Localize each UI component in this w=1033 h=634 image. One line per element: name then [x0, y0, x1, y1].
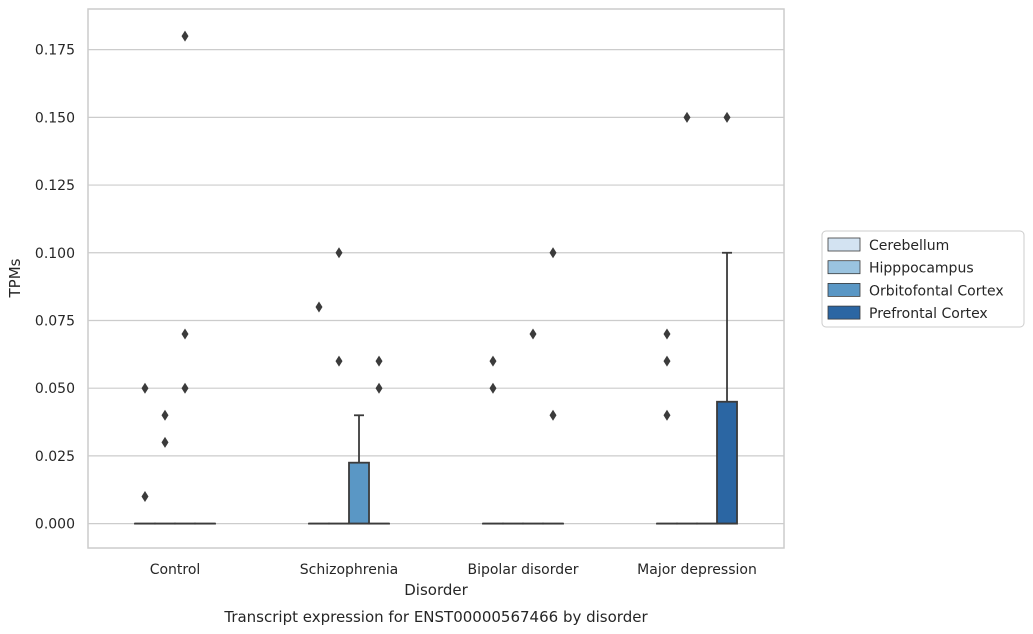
grid-lines	[88, 49, 784, 525]
outlier-point	[529, 328, 537, 340]
outlier-point	[181, 328, 189, 340]
legend-swatch	[827, 282, 861, 297]
box-hipppocampus	[676, 111, 698, 525]
box-cerebellum	[656, 328, 678, 525]
outlier-point	[489, 355, 497, 367]
x-axis-label: Disorder	[404, 581, 468, 599]
legend-swatch	[827, 237, 861, 252]
box-cerebellum	[308, 301, 330, 525]
box-hipppocampus	[328, 247, 350, 525]
outlier-point	[161, 436, 169, 448]
box-prefrontal-cortex	[716, 111, 738, 525]
y-tick-labels: 0.000 0.025 0.050 0.075 0.100 0.125 0.150 0.175	[35, 43, 75, 533]
y-tick-label: 0.025	[35, 449, 75, 465]
box-prefrontal-cortex	[368, 355, 390, 525]
outlier-point	[141, 382, 149, 394]
box-prefrontal-cortex	[542, 247, 564, 525]
outlier-point	[181, 30, 189, 42]
outlier-point	[315, 301, 323, 313]
y-tick-label: 0.050	[35, 381, 75, 397]
y-tick-label: 0.000	[35, 517, 75, 533]
x-tick-labels: Control Schizophrenia Bipolar disorder Majo…	[150, 562, 757, 578]
boxes	[134, 30, 738, 525]
outlier-point	[549, 409, 557, 421]
outlier-point	[683, 111, 691, 123]
box-hipppocampus	[154, 409, 176, 525]
legend-label: Prefrontal Cortex	[869, 306, 988, 322]
outlier-point	[663, 355, 671, 367]
y-tick-label: 0.075	[35, 313, 75, 329]
x-tick-label: Bipolar disorder	[467, 562, 578, 578]
outlier-point	[663, 409, 671, 421]
outlier-point	[723, 111, 731, 123]
y-tick-label: 0.150	[35, 110, 75, 126]
box-body	[716, 400, 738, 525]
box-cerebellum	[482, 355, 504, 525]
x-tick-label: Control	[150, 562, 201, 578]
outlier-point	[375, 355, 383, 367]
outlier-point	[141, 491, 149, 503]
box-orbitofontal-cortex	[348, 414, 370, 525]
legend-label: Cerebellum	[869, 238, 949, 254]
outlier-point	[375, 382, 383, 394]
y-axis-label: TPMs	[6, 258, 24, 298]
legend-swatch	[827, 260, 861, 275]
outlier-point	[335, 355, 343, 367]
legend: Cerebellum Hipppocampus Orbitofontal Corte…	[821, 230, 1025, 328]
legend-label: Hipppocampus	[869, 261, 974, 277]
outlier-point	[161, 409, 169, 421]
legend-label: Orbitofontal Cortex	[869, 283, 1004, 299]
outlier-point	[663, 328, 671, 340]
outlier-point	[181, 382, 189, 394]
x-tick-label: Schizophrenia	[300, 562, 398, 578]
legend-frame	[821, 230, 1025, 328]
y-tick-label: 0.125	[35, 178, 75, 194]
y-tick-label: 0.175	[35, 43, 75, 59]
box-cerebellum	[134, 382, 156, 525]
outlier-point	[335, 247, 343, 259]
y-tick-label: 0.100	[35, 246, 75, 262]
box-orbitofontal-cortex	[522, 328, 544, 525]
plot-frame	[87, 8, 785, 549]
outlier-point	[549, 247, 557, 259]
legend-swatch	[827, 305, 861, 320]
box-body	[348, 461, 370, 525]
outlier-point	[489, 382, 497, 394]
x-tick-label: Major depression	[637, 562, 757, 578]
box-orbitofontal-cortex	[174, 30, 196, 525]
chart-caption: Transcript expression for ENST0000056746…	[223, 608, 648, 626]
